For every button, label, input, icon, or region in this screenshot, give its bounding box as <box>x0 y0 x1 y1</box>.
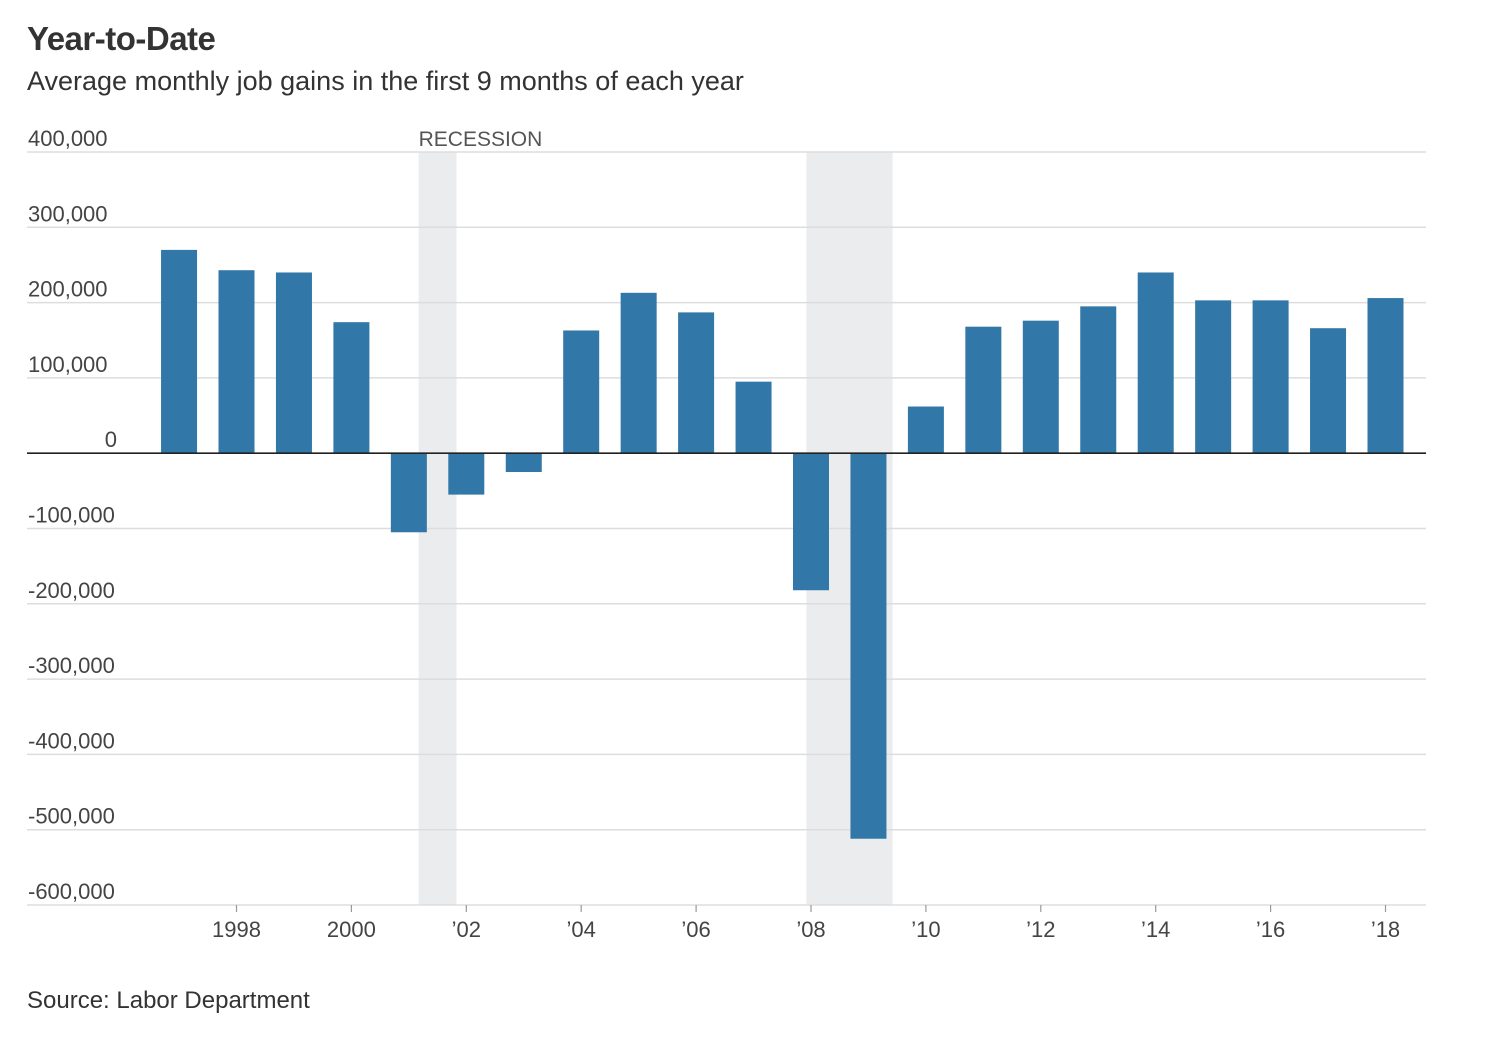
bar-2008 <box>793 453 829 591</box>
y-tick-label-0: 400,000 <box>28 126 108 151</box>
y-tick-label-10: -600,000 <box>28 879 115 904</box>
bar-2003 <box>505 453 542 473</box>
bar-chart: RECESSION 400,000 300,000 200,000 100,000 0 -… <box>27 126 1426 942</box>
bar-2011 <box>965 326 1002 454</box>
bar-1998 <box>218 270 255 454</box>
source-note: Source: Labor Department <box>27 987 310 1014</box>
x-tick-label-2: ’02 <box>452 917 481 942</box>
bar-2009 <box>850 453 887 839</box>
bar-2001 <box>390 453 427 533</box>
bar-2000 <box>333 322 370 454</box>
chart-title: Year-to-Date <box>27 20 216 57</box>
x-tick-label-5: ’08 <box>796 917 825 942</box>
bar-2004 <box>563 330 600 454</box>
y-axis-labels: 400,000 300,000 200,000 100,000 0 -100,000 -20… <box>28 126 117 904</box>
y-tick-label-4: 0 <box>105 427 117 452</box>
y-tick-label-6: -200,000 <box>28 578 115 603</box>
y-tick-label-5: -100,000 <box>28 503 115 528</box>
gridlines <box>27 151 1426 906</box>
y-tick-label-2: 200,000 <box>28 277 108 302</box>
bar-1999 <box>275 272 312 454</box>
bar-2002 <box>448 453 485 495</box>
x-tick-label-9: ’16 <box>1256 917 1285 942</box>
x-tick-label-3: ’04 <box>567 917 596 942</box>
bar-2016 <box>1252 300 1289 454</box>
bar-2018 <box>1367 298 1404 454</box>
y-tick-label-8: -400,000 <box>28 728 115 753</box>
bar-2006 <box>678 312 715 454</box>
bar-2010 <box>907 406 944 454</box>
bar-2013 <box>1080 306 1117 454</box>
x-tick-label-6: ’10 <box>911 917 940 942</box>
y-tick-label-9: -500,000 <box>28 804 115 829</box>
bar-2005 <box>620 292 657 454</box>
x-tick-label-4: ’06 <box>681 917 710 942</box>
y-tick-label-7: -300,000 <box>28 653 115 678</box>
x-tick-label-0: 1998 <box>212 917 261 942</box>
x-axis-labels: 1998 2000 ’02 ’04 ’06 ’08 ’10 ’12 ’14 ’16 ’18 <box>212 905 1400 942</box>
y-tick-label-1: 300,000 <box>28 201 108 226</box>
bar-2012 <box>1022 320 1059 454</box>
bar-2014 <box>1137 272 1174 454</box>
x-tick-label-8: ’14 <box>1141 917 1170 942</box>
x-tick-label-10: ’18 <box>1371 917 1400 942</box>
y-tick-label-3: 100,000 <box>28 352 108 377</box>
x-tick-label-1: 2000 <box>327 917 376 942</box>
bar-2015 <box>1195 300 1232 454</box>
bars <box>161 249 1404 839</box>
bar-2017 <box>1310 328 1347 454</box>
bar-1997 <box>161 249 198 454</box>
x-tick-label-7: ’12 <box>1026 917 1055 942</box>
recession-label: RECESSION <box>419 128 543 151</box>
bar-2007 <box>735 381 772 454</box>
chart-subtitle: Average monthly job gains in the first 9… <box>27 66 744 96</box>
